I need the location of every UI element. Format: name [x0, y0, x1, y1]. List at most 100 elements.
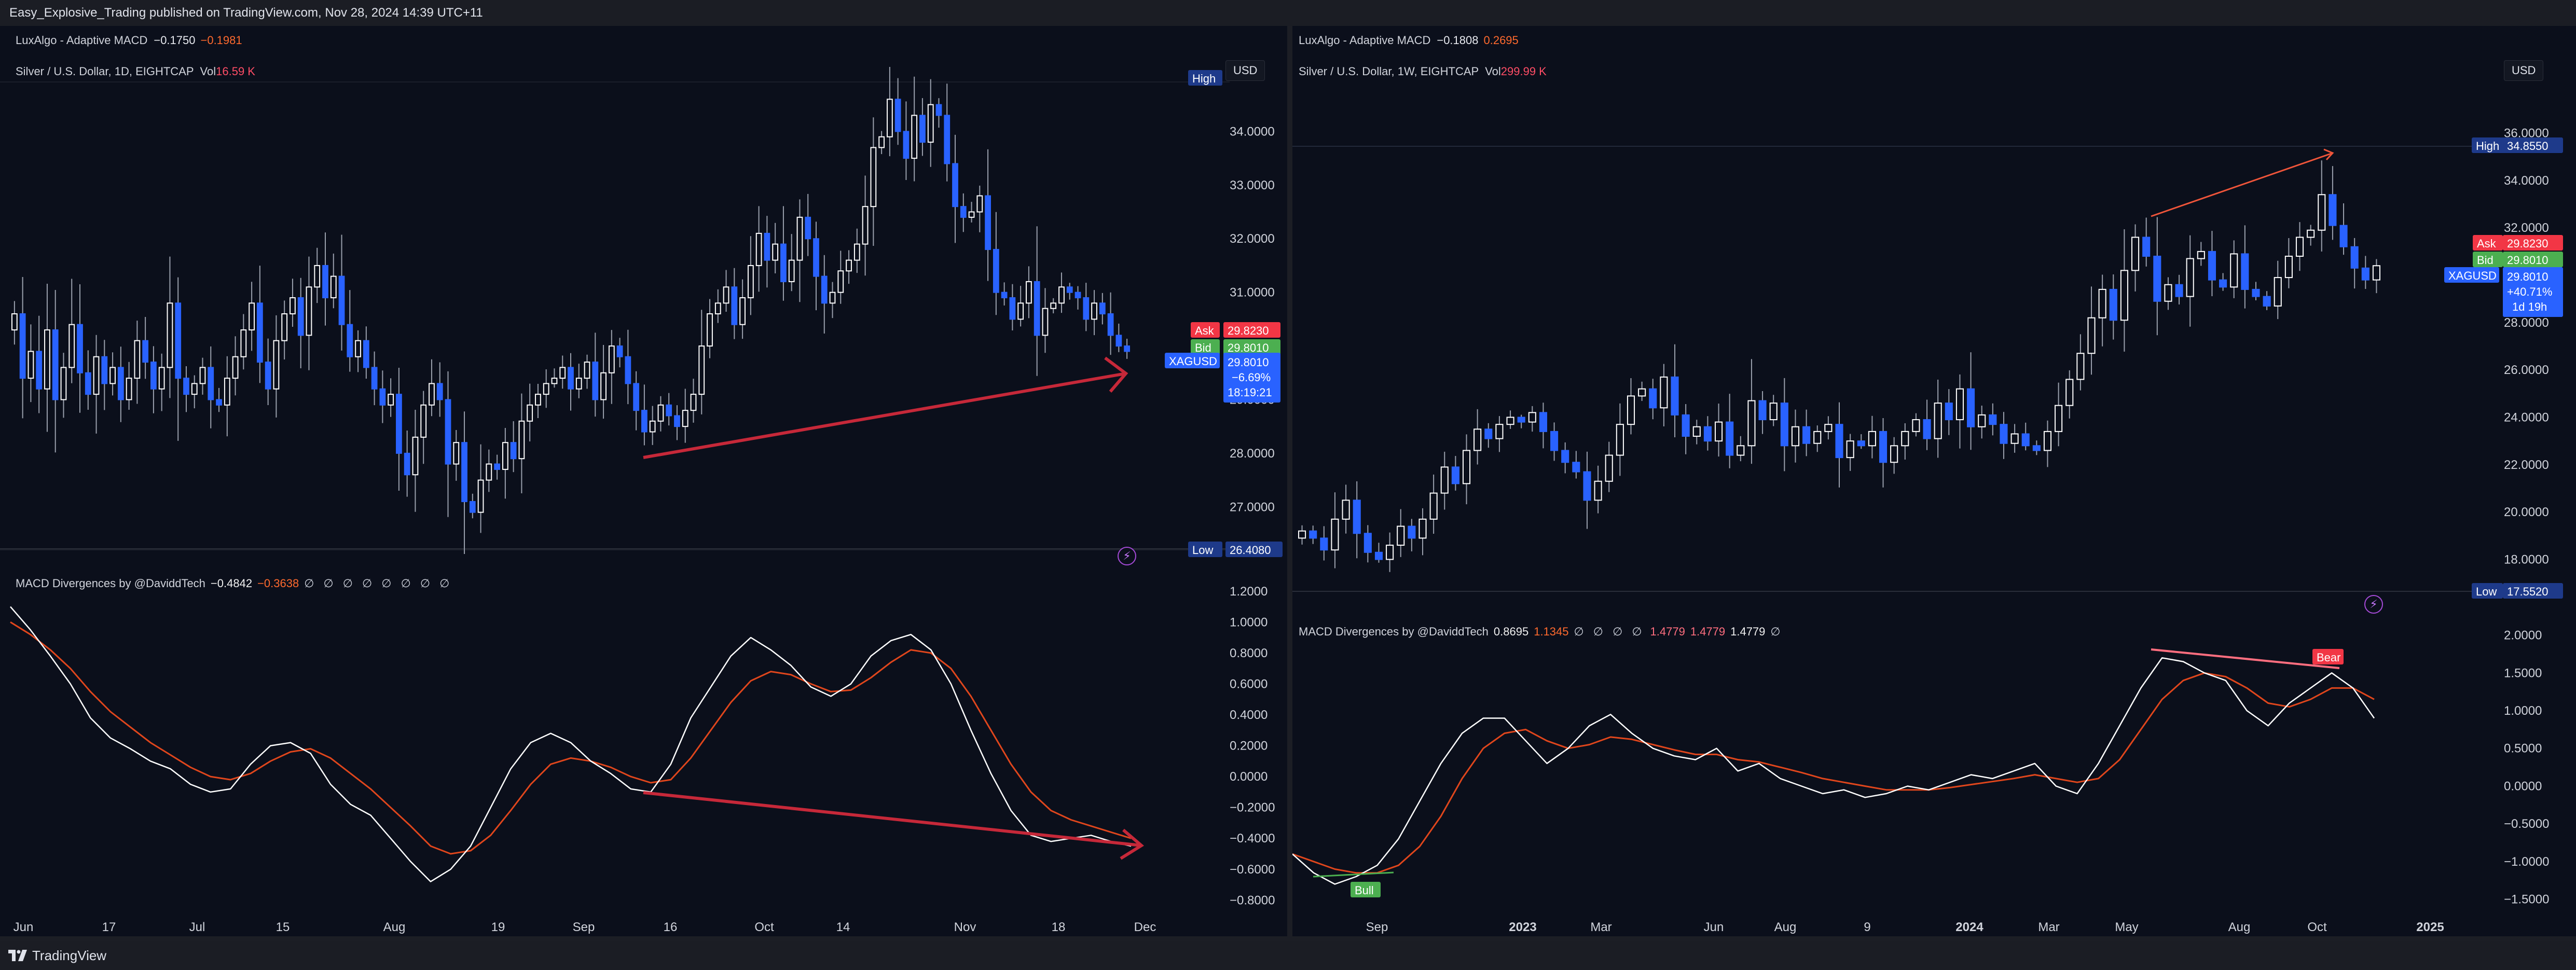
right-low-value-bg: [2503, 583, 2563, 599]
left-candle: [256, 302, 263, 363]
left-macd-y-tick: 1.0000: [1230, 615, 1268, 629]
panel-divider[interactable]: [1287, 26, 1292, 941]
left-price-y-tick: 31.0000: [1230, 286, 1275, 300]
left-macd-y-tick: 0.4000: [1230, 708, 1268, 722]
left-candle: [813, 238, 819, 277]
left-candle: [347, 324, 353, 357]
right-candle: [1934, 403, 1942, 439]
right-candle: [2021, 433, 2030, 447]
left-macd-y-tick: −0.2000: [1230, 801, 1275, 815]
right-chart-panel[interactable]: 36.000034.000032.000030.000028.000026.00…: [1292, 26, 2576, 936]
left-lux-v2: −0.1981: [200, 34, 242, 47]
tradingview-logo[interactable]: TradingView: [8, 947, 106, 964]
right-candle: [2098, 288, 2106, 318]
right-candle: [2372, 265, 2380, 281]
left-candle: [690, 394, 697, 411]
left-candle: [780, 243, 787, 282]
right-alert-bolt-icon[interactable]: ⚡: [2364, 595, 2383, 614]
left-candle: [600, 372, 607, 400]
left-candle: [674, 415, 680, 427]
right-candle: [1374, 551, 1383, 560]
left-macd-signal-line: [10, 621, 1132, 855]
right-bid-value-bg: [2503, 252, 2563, 267]
left-ask-label-bg: [1191, 322, 1220, 338]
left-x-tick: Nov: [954, 920, 976, 934]
right-candle: [2197, 251, 2205, 259]
left-candle: [527, 404, 533, 422]
right-candle: [1473, 428, 1482, 451]
right-lux-legend: LuxAlgo - Adaptive MACD −0.1808 0.2695: [1299, 34, 1519, 47]
right-candle: [1726, 421, 1734, 456]
left-candle: [707, 313, 713, 347]
right-candle: [1298, 530, 1306, 539]
left-candle: [747, 265, 754, 298]
left-candle: [641, 410, 648, 433]
left-candle: [633, 383, 640, 411]
left-currency-button[interactable]: USD: [1225, 60, 1265, 81]
left-candle: [502, 442, 508, 470]
right-candle: [1309, 530, 1317, 539]
left-candle: [518, 420, 525, 460]
right-currency-button[interactable]: USD: [2504, 60, 2544, 81]
left-lux-legend: LuxAlgo - Adaptive MACD −0.1750 −0.1981: [16, 34, 242, 47]
right-candle: [1331, 518, 1339, 551]
left-candle: [36, 351, 43, 390]
left-candle: [682, 410, 688, 427]
right-symbol-tag: XAGUSD: [2448, 269, 2497, 282]
left-candle: [788, 259, 795, 282]
right-bear-divergence-line: [2151, 648, 2340, 669]
right-x-tick: 2025: [2416, 920, 2444, 934]
left-chart-svg[interactable]: 34.000033.000032.000031.000030.000029.00…: [0, 26, 1287, 936]
right-candle: [1857, 440, 1865, 447]
right-candle: [2065, 379, 2074, 406]
right-macd-v2: 1.1345: [1534, 625, 1569, 638]
left-candle: [666, 404, 672, 417]
left-candle: [158, 367, 165, 390]
left-candle: [821, 275, 828, 304]
left-candle: [109, 367, 116, 384]
left-price-y-tick: 34.0000: [1230, 124, 1275, 138]
left-candle: [420, 404, 427, 438]
right-bull-label-bg: [1351, 882, 1381, 897]
right-candle: [1386, 545, 1394, 560]
left-alert-bolt-icon[interactable]: ⚡: [1118, 547, 1136, 565]
right-ask-label: Ask: [2477, 237, 2497, 250]
right-chart-svg[interactable]: 36.000034.000032.000030.000028.000026.00…: [1292, 26, 2576, 936]
left-candle: [1050, 302, 1057, 309]
left-candle: [224, 378, 230, 406]
left-vol-label: Vol: [200, 65, 216, 78]
left-candle: [19, 313, 26, 379]
left-price-y-tick: 28.0000: [1230, 447, 1275, 461]
left-candle: [281, 313, 288, 341]
left-x-tick: 17: [102, 920, 116, 934]
right-candle: [1923, 419, 1931, 439]
right-candle: [2284, 255, 2293, 279]
left-candle: [829, 292, 836, 304]
left-candle: [960, 206, 967, 218]
left-countdown: 18:19:21: [1228, 386, 1272, 399]
right-candle: [1824, 424, 1833, 432]
right-symbol-legend: Silver / U.S. Dollar, 1W, EIGHTCAP Vol299…: [1299, 65, 1547, 78]
left-chart-panel[interactable]: 34.000033.000032.000031.000030.000029.00…: [0, 26, 1287, 936]
right-candle: [1692, 426, 1701, 437]
left-candle: [355, 340, 361, 357]
left-candle: [314, 265, 321, 288]
left-candle: [1009, 297, 1016, 320]
right-candle: [1660, 376, 1668, 409]
right-candle: [1791, 426, 1800, 447]
left-candle: [935, 104, 942, 116]
right-x-tick: Aug: [1774, 920, 1797, 934]
right-candle: [1671, 376, 1679, 415]
left-candle: [698, 345, 705, 395]
left-candle: [510, 442, 517, 460]
left-candle: [93, 356, 100, 395]
left-candle: [436, 383, 443, 400]
right-candle: [2339, 225, 2348, 247]
right-candle: [2361, 267, 2370, 281]
right-price-y-tick: 32.0000: [2504, 221, 2549, 235]
right-price-y-tick: 24.0000: [2504, 410, 2549, 424]
left-low-label: Low: [1192, 544, 1213, 557]
left-candle: [649, 420, 656, 433]
right-ask-label-bg: [2473, 235, 2503, 251]
right-candle: [1418, 518, 1427, 539]
